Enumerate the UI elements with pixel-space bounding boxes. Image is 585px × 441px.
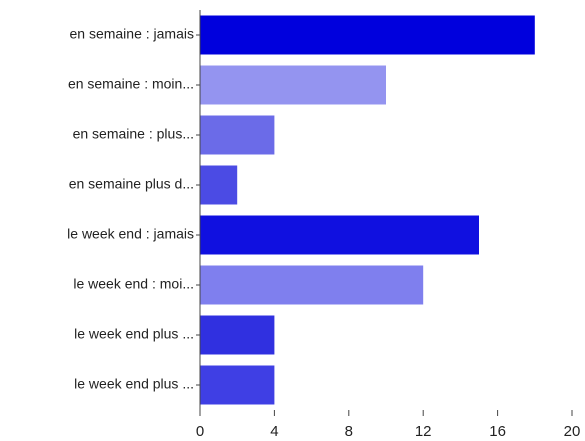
- y-tick-label: en semaine plus d...: [69, 176, 194, 192]
- y-tick-label: le week end plus ...: [74, 376, 194, 392]
- bar: [200, 215, 479, 255]
- y-tick-label: le week end plus ...: [74, 326, 194, 342]
- x-tick-label: 20: [564, 423, 581, 440]
- x-tick-label: 4: [270, 423, 278, 440]
- y-tick-label: en semaine : jamais: [69, 26, 194, 42]
- y-tick-label: en semaine : moin...: [68, 76, 194, 92]
- x-tick-label: 16: [489, 423, 506, 440]
- y-tick-label: en semaine : plus...: [73, 126, 194, 142]
- x-tick-label: 12: [415, 423, 432, 440]
- bar: [200, 115, 275, 155]
- x-tick-label: 0: [196, 423, 204, 440]
- y-tick-label: le week end : jamais: [67, 226, 194, 242]
- bar: [200, 365, 275, 405]
- x-tick-label: 8: [345, 423, 353, 440]
- bar: [200, 65, 386, 105]
- bar: [200, 15, 535, 55]
- y-tick-label: le week end : moi...: [73, 276, 194, 292]
- bar: [200, 315, 275, 355]
- bar: [200, 165, 238, 205]
- bar: [200, 265, 424, 305]
